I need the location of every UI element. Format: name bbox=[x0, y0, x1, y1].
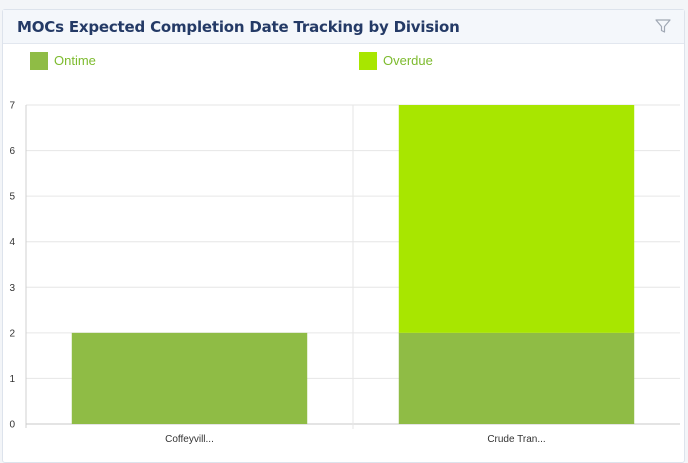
legend-swatch-ontime bbox=[30, 52, 48, 70]
y-tick-label-0: 0 bbox=[9, 420, 15, 431]
widget-header: MOCs Expected Completion Date Tracking b… bbox=[3, 10, 684, 44]
y-tick-label-7: 7 bbox=[9, 101, 15, 112]
legend-label-overdue: Overdue bbox=[383, 53, 433, 68]
bar-ontime-1 bbox=[398, 332, 635, 424]
y-tick-label-4: 4 bbox=[9, 237, 15, 248]
filter-icon[interactable] bbox=[654, 17, 672, 35]
bar-ontime-0 bbox=[71, 332, 308, 424]
x-category-label-1: Crude Tran... bbox=[487, 434, 545, 445]
legend-label-ontime: Ontime bbox=[54, 53, 96, 68]
bar-overdue-1 bbox=[398, 105, 635, 333]
legend-swatch-overdue bbox=[359, 52, 377, 70]
y-tick-label-1: 1 bbox=[9, 374, 15, 385]
y-tick-label-5: 5 bbox=[9, 192, 15, 203]
y-tick-label-2: 2 bbox=[9, 328, 15, 339]
y-tick-label-3: 3 bbox=[9, 283, 15, 294]
x-category-label-0: Coffeyvill... bbox=[165, 434, 214, 445]
widget-title: MOCs Expected Completion Date Tracking b… bbox=[17, 18, 460, 36]
y-tick-label-6: 6 bbox=[9, 146, 15, 157]
